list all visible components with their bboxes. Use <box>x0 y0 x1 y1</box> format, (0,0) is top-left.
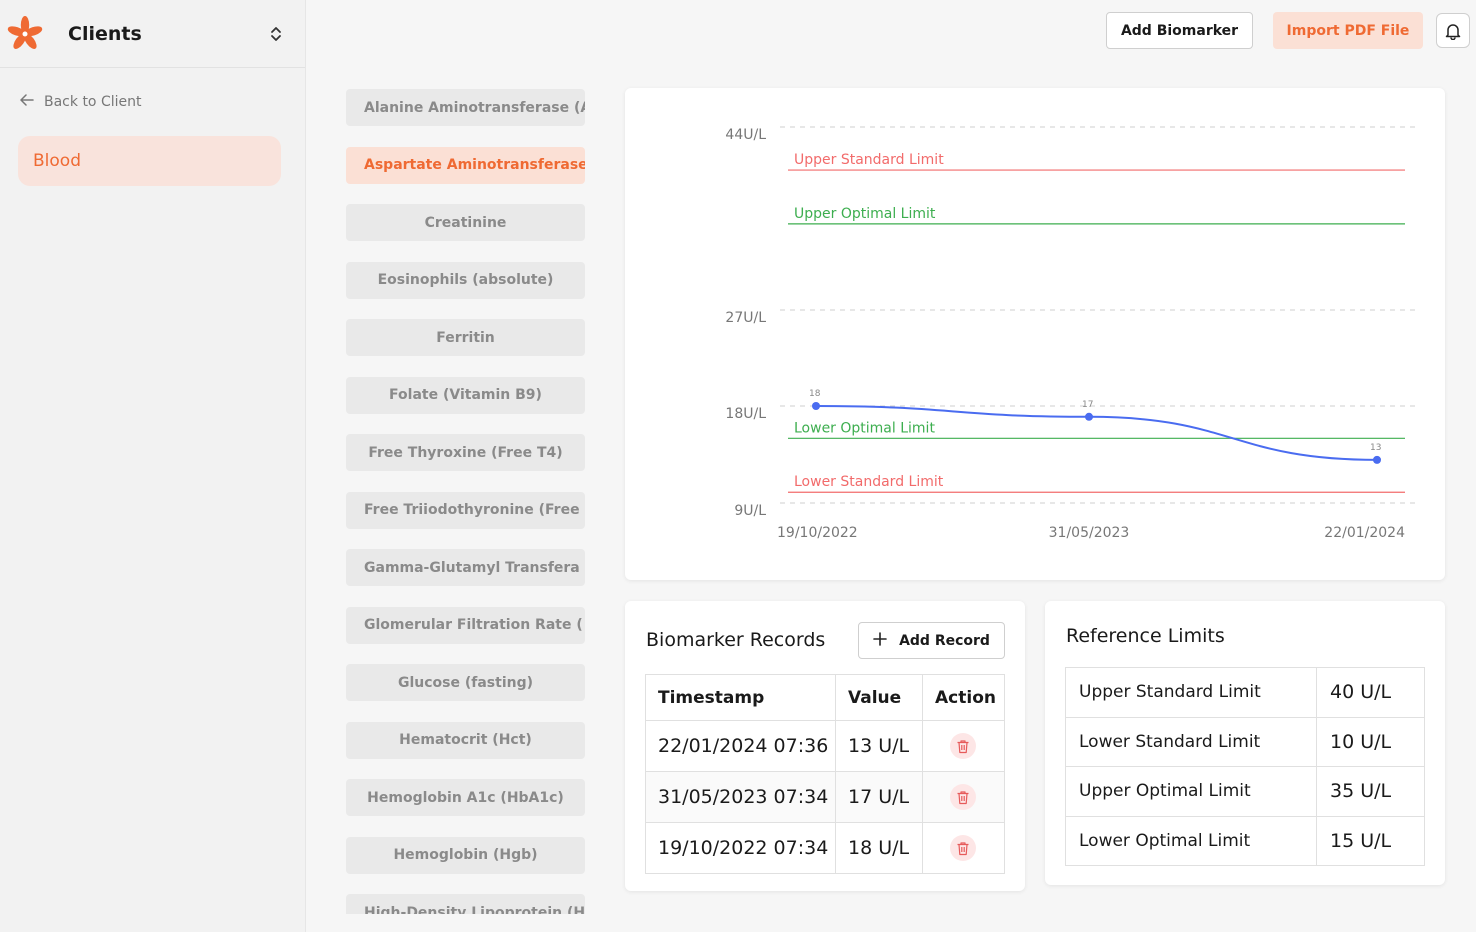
notification-bell-icon[interactable] <box>1436 13 1470 48</box>
back-to-client-link[interactable]: Back to Client <box>20 94 141 110</box>
table-row: Upper Optimal Limit 35 U/L <box>1065 766 1425 817</box>
biomarker-item[interactable]: Alanine Aminotransferase (A <box>346 89 585 126</box>
trash-icon[interactable] <box>950 733 976 759</box>
biomarker-item[interactable]: Folate (Vitamin B9) <box>346 376 585 414</box>
table-row: Upper Standard Limit 40 U/L <box>1065 667 1425 718</box>
biomarker-item[interactable]: Ferritin <box>346 319 585 356</box>
add-record-label: Add Record <box>899 632 990 649</box>
import-pdf-button[interactable]: Import PDF File <box>1273 12 1423 49</box>
biomarker-item[interactable]: Glomerular Filtration Rate ( <box>346 606 585 644</box>
add-biomarker-button[interactable]: Add Biomarker <box>1106 12 1253 49</box>
data-label: 13 <box>1370 443 1381 453</box>
back-to-client-label: Back to Client <box>44 94 142 110</box>
biomarker-item[interactable]: Creatinine <box>346 204 585 241</box>
reference-line-label: Upper Standard Limit <box>794 152 944 168</box>
reference-limits-card: Reference Limits Upper Standard Limit 40 … <box>1045 601 1445 885</box>
biomarker-item[interactable]: Free Triiodothyronine (Free <box>346 491 585 529</box>
biomarker-item[interactable]: Hemoglobin (Hgb) <box>346 836 585 874</box>
chevron-up-down-icon[interactable] <box>267 23 285 45</box>
limit-label-cell: Upper Optimal Limit <box>1065 766 1317 817</box>
biomarker-item[interactable]: Free Thyroxine (Free T4) <box>346 434 585 471</box>
records-table: Timestamp Value Action 22/01/2024 07:36 1… <box>645 674 1005 874</box>
data-label: 18 <box>809 389 821 399</box>
sidebar-header: Clients <box>0 0 305 68</box>
chart-card: 44U/L 27U/L 18U/L 9U/L Upper Standard Limit U… <box>625 88 1445 580</box>
biomarker-item[interactable]: Gamma-Glutamyl Transfera <box>346 549 585 586</box>
sidebar: Clients Back to Client Blood <box>0 0 306 932</box>
action-cell <box>922 822 1005 874</box>
data-label: 17 <box>1082 400 1093 410</box>
value-cell: 17 U/L <box>835 771 923 823</box>
action-cell <box>922 720 1005 772</box>
reference-line-label: Lower Standard Limit <box>794 474 944 490</box>
table-row: 31/05/2023 07:34 17 U/L <box>645 771 1005 823</box>
y-tick-label: 27U/L <box>725 310 766 326</box>
biomarker-item[interactable]: Hemoglobin A1c (HbA1c) <box>346 779 585 816</box>
y-tick-label: 9U/L <box>734 503 766 519</box>
table-row: Lower Standard Limit 10 U/L <box>1065 716 1425 767</box>
trash-icon[interactable] <box>950 784 976 810</box>
action-cell <box>922 771 1005 823</box>
timestamp-cell: 19/10/2022 07:34 <box>645 822 836 874</box>
column-header: Action <box>922 674 1005 721</box>
limit-value-cell: 40 U/L <box>1316 667 1425 718</box>
reference-line-label: Upper Optimal Limit <box>794 206 936 222</box>
sidebar-item-blood[interactable]: Blood <box>18 136 281 186</box>
table-row: 22/01/2024 07:36 13 U/L <box>645 720 1005 772</box>
trash-icon[interactable] <box>950 835 976 861</box>
limits-title: Reference Limits <box>1066 625 1225 647</box>
biomarker-item[interactable]: Eosinophils (absolute) <box>346 261 585 299</box>
x-tick-label: 22/01/2024 <box>1324 525 1405 541</box>
timestamp-cell: 22/01/2024 07:36 <box>645 720 836 772</box>
data-point <box>1085 412 1093 421</box>
limit-value-cell: 35 U/L <box>1316 766 1425 817</box>
data-point <box>812 402 820 410</box>
biomarker-chart: 44U/L 27U/L 18U/L 9U/L Upper Standard Limit U… <box>725 126 1415 541</box>
limit-value-cell: 15 U/L <box>1316 815 1425 866</box>
column-header: Value <box>835 674 923 721</box>
flower-logo-icon <box>6 15 44 53</box>
value-cell: 18 U/L <box>835 822 923 874</box>
arrow-left-icon <box>20 94 34 110</box>
biomarker-item[interactable]: Glucose (fasting) <box>346 664 585 701</box>
x-tick-label: 19/10/2022 <box>777 525 858 541</box>
biomarker-item[interactable]: High-Density Lipoprotein (H <box>346 894 585 914</box>
limits-table: Upper Standard Limit 40 U/L Lower Standard… <box>1065 667 1425 866</box>
column-header: Timestamp <box>645 674 836 721</box>
limit-label-cell: Lower Standard Limit <box>1065 716 1317 767</box>
value-cell: 13 U/L <box>835 720 923 772</box>
x-tick-label: 31/05/2023 <box>1049 525 1130 541</box>
limit-label-cell: Lower Optimal Limit <box>1065 815 1317 866</box>
reference-line-label: Lower Optimal Limit <box>794 420 935 436</box>
biomarker-item[interactable]: Aspartate Aminotransferase <box>346 146 585 184</box>
limit-label-cell: Upper Standard Limit <box>1065 667 1317 718</box>
data-point <box>1373 455 1381 464</box>
biomarker-item[interactable]: Hematocrit (Hct) <box>346 721 585 759</box>
plus-icon <box>873 631 887 650</box>
limit-value-cell: 10 U/L <box>1316 716 1425 767</box>
biomarker-list: Alanine Aminotransferase (A Aspartate Ami… <box>346 89 585 914</box>
add-record-button[interactable]: Add Record <box>858 622 1005 659</box>
table-row: 19/10/2022 07:34 18 U/L <box>645 822 1005 874</box>
y-tick-label: 44U/L <box>725 127 766 143</box>
table-row: Lower Optimal Limit 15 U/L <box>1065 815 1425 866</box>
sidebar-title: Clients <box>68 22 142 45</box>
records-title: Biomarker Records <box>646 629 826 651</box>
y-tick-label: 18U/L <box>725 406 766 422</box>
biomarker-records-card: Biomarker Records Add Record Timestamp V… <box>625 601 1025 891</box>
timestamp-cell: 31/05/2023 07:34 <box>645 771 836 823</box>
